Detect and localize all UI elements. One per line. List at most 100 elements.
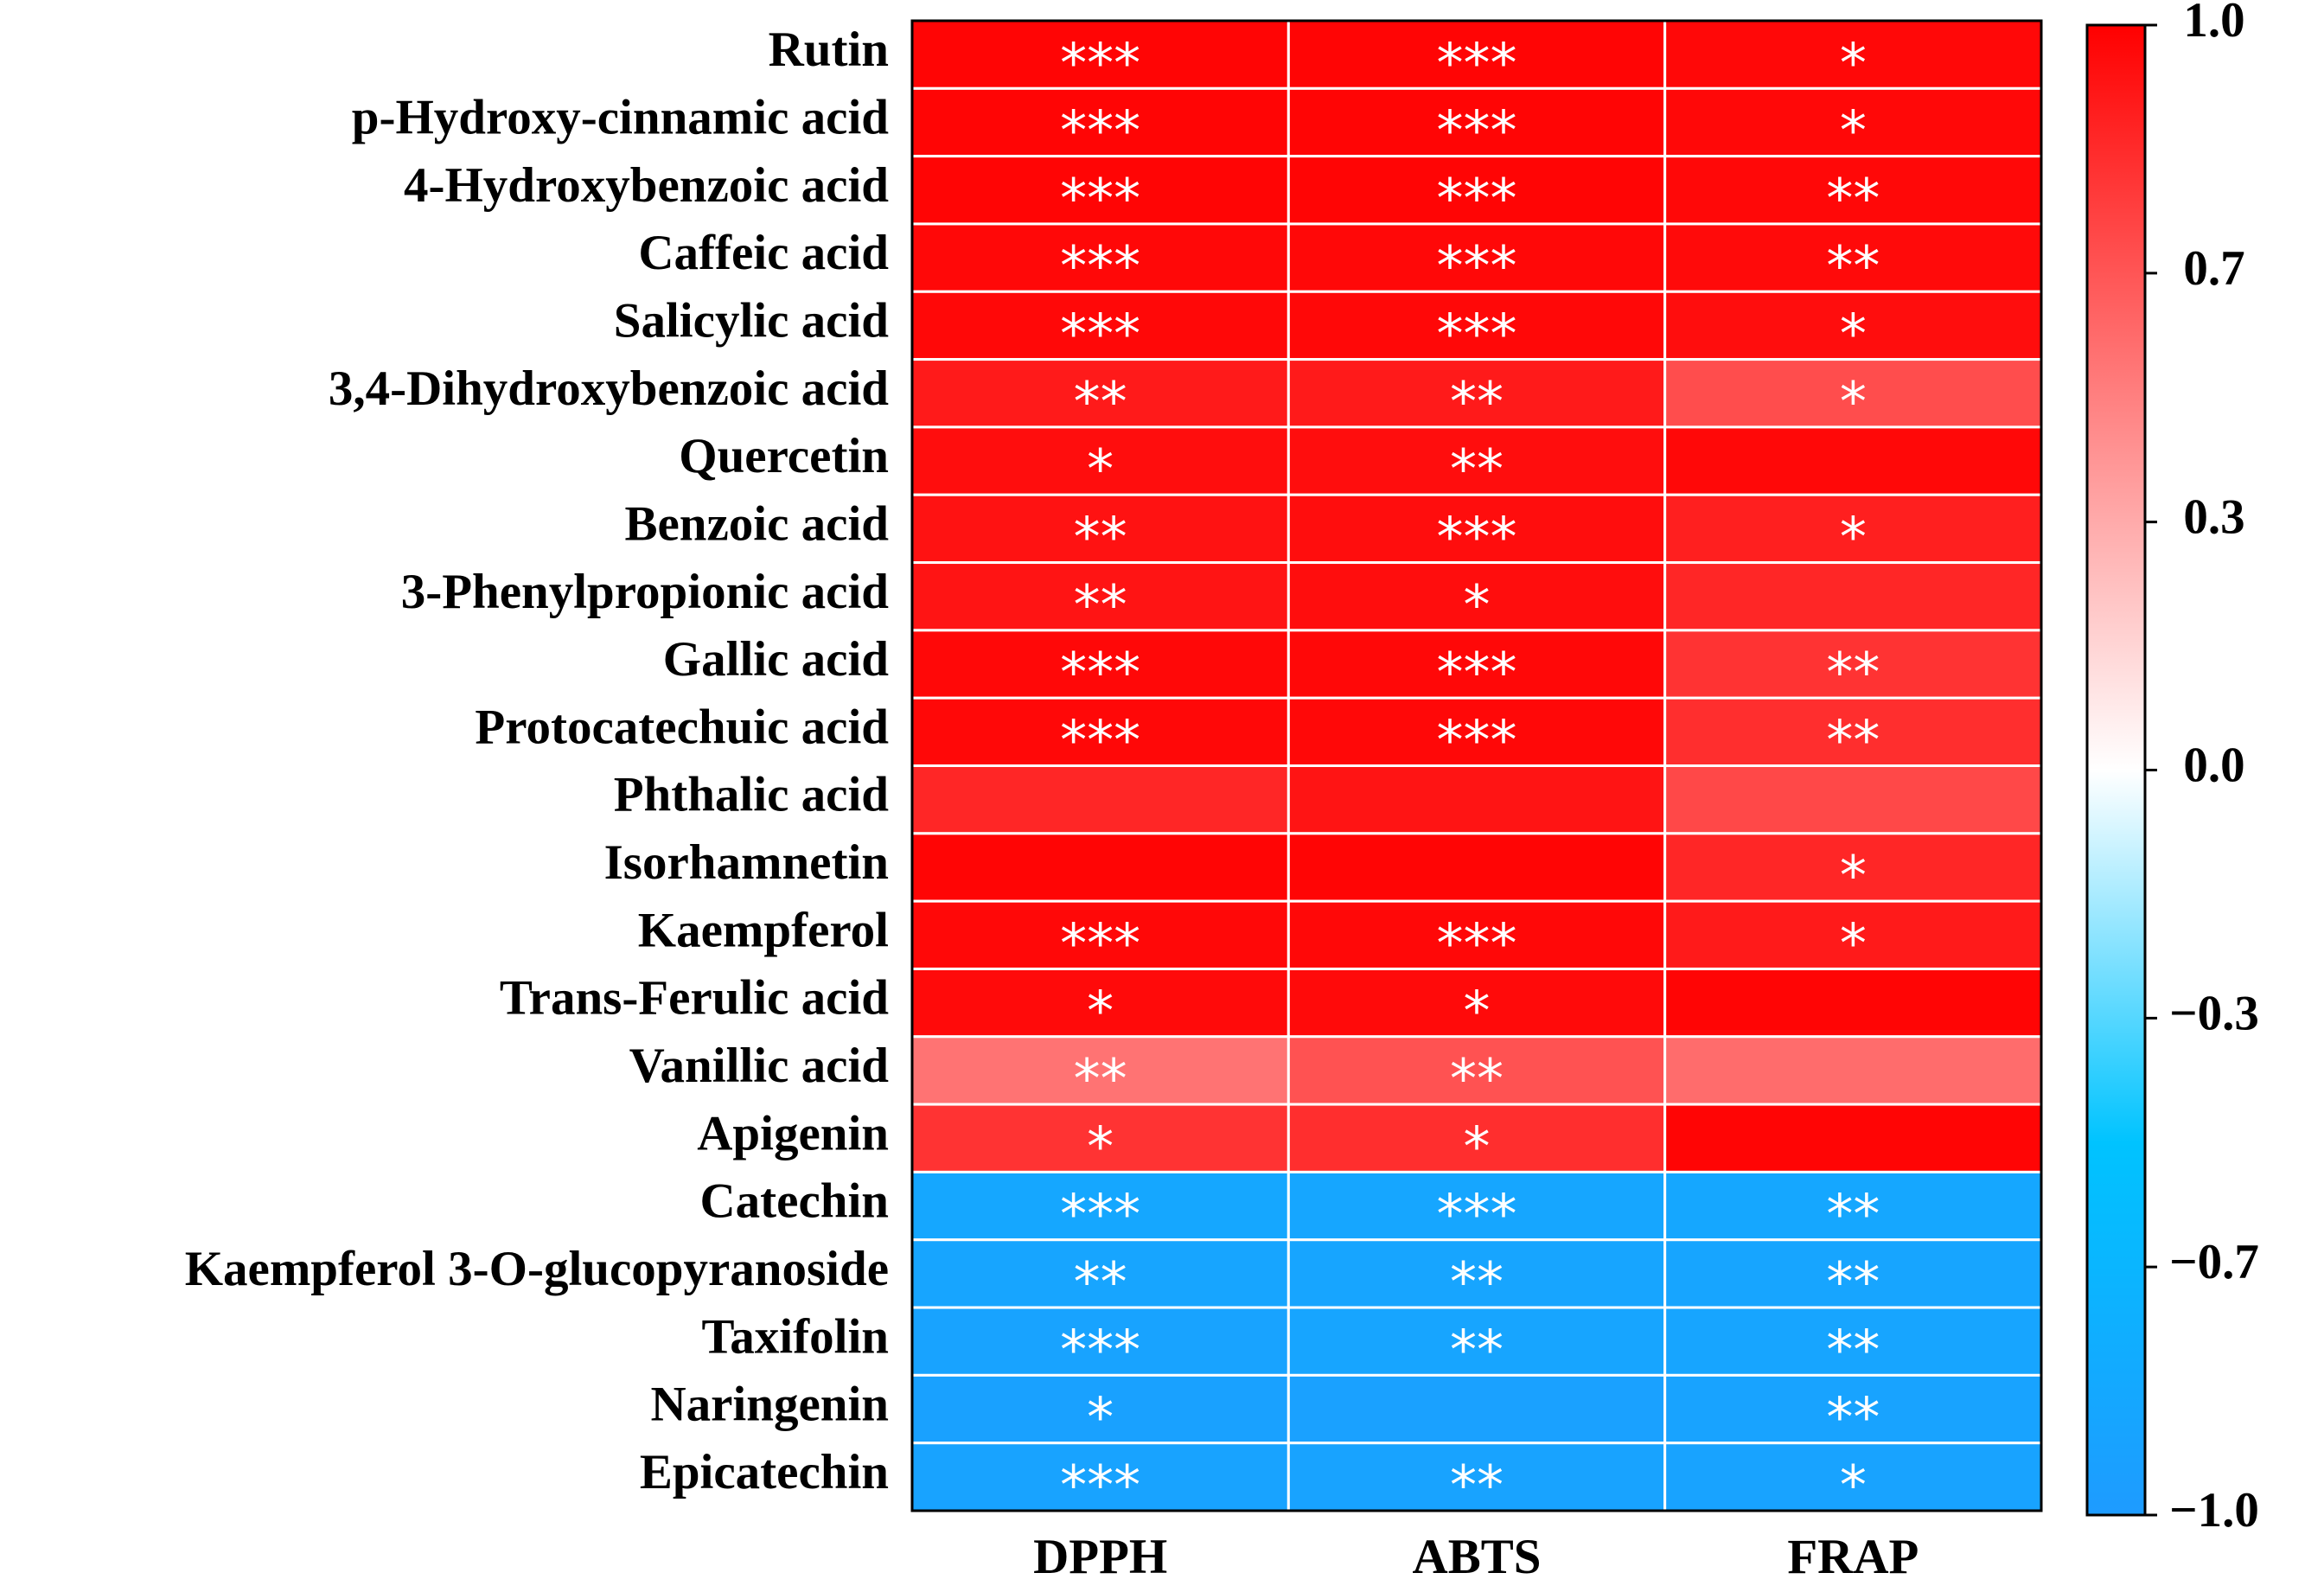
heatmap-cell <box>910 1373 1290 1445</box>
colorbar-tick-label: −0.3 <box>2169 986 2259 1040</box>
colorbar-tick-label: 1.0 <box>2183 0 2244 48</box>
significance-label: * <box>1840 505 1867 568</box>
row-label: p-Hydroxy-cinnamic acid <box>352 91 890 145</box>
significance-label: *** <box>1437 708 1517 771</box>
significance-label: *** <box>1437 1183 1517 1246</box>
heatmap-cell <box>1663 1306 2043 1377</box>
row-label: 4-Hydroxybenzoic acid <box>404 158 889 213</box>
heatmap-cell <box>1286 967 1667 1039</box>
row-label: Epicatechin <box>640 1445 889 1499</box>
row-label: Benzoic acid <box>624 496 889 551</box>
colorbar-tick-label: 0.7 <box>2183 241 2244 296</box>
heatmap-cell <box>1663 493 2043 565</box>
significance-label: ** <box>1826 167 1880 230</box>
heatmap-cell <box>910 764 1290 835</box>
significance-label: *** <box>1437 234 1517 297</box>
heatmap-cell <box>1286 1238 1667 1309</box>
heatmap-border <box>910 19 2043 1512</box>
significance-label: * <box>1840 303 1867 366</box>
heatmap-cell <box>1286 1373 1667 1445</box>
significance-label: * <box>1464 573 1491 636</box>
heatmap-cell <box>1286 290 1667 361</box>
significance-label: * <box>1087 1386 1114 1449</box>
row-label: Protocatechuic acid <box>475 700 889 754</box>
heatmap-cell <box>1286 629 1667 700</box>
significance-label: *** <box>1060 1454 1140 1517</box>
significance-label: ** <box>1074 505 1127 568</box>
heatmap-cell <box>910 493 1290 565</box>
significance-label: *** <box>1060 708 1140 771</box>
row-label: Caffeic acid <box>638 226 889 280</box>
heatmap-cell <box>1286 358 1667 429</box>
significance-label: *** <box>1437 505 1517 568</box>
significance-label: *** <box>1060 641 1140 704</box>
row-label: Naringenin <box>650 1378 889 1432</box>
heatmap-cell <box>1286 1035 1667 1106</box>
significance-label: *** <box>1437 167 1517 230</box>
heatmap-cell <box>910 425 1290 496</box>
significance-label: *** <box>1060 167 1140 230</box>
significance-label: *** <box>1437 31 1517 94</box>
row-label: Gallic acid <box>663 632 890 687</box>
row-label: Isorhamnetin <box>604 835 889 890</box>
significance-label: ** <box>1826 1386 1880 1449</box>
significance-label: *** <box>1060 1183 1140 1246</box>
heatmap-cell <box>910 832 1290 903</box>
heatmap-cell <box>910 1306 1290 1377</box>
column-label: DPPH <box>1033 1530 1167 1584</box>
row-label: Kaempferol <box>638 903 889 957</box>
colorbar-tick-label: −0.7 <box>2169 1235 2259 1289</box>
significance-label: * <box>1087 980 1114 1043</box>
significance-label: * <box>1840 99 1867 163</box>
colorbar-tick-label: −1.0 <box>2169 1483 2259 1538</box>
column-label: ABTS <box>1413 1530 1542 1584</box>
heatmap-cell <box>1286 425 1667 496</box>
significance-label: *** <box>1437 641 1517 704</box>
heatmap-cell <box>1286 19 1667 90</box>
heatmap-cell <box>910 19 1290 90</box>
row-label: 3-Phenylpropionic acid <box>401 565 890 619</box>
significance-label: * <box>1840 370 1867 433</box>
heatmap-cell <box>1286 1442 1667 1512</box>
row-label: Apigenin <box>697 1106 889 1160</box>
significance-label: ** <box>1826 708 1880 771</box>
significance-label: *** <box>1060 99 1140 163</box>
heatmap-cell <box>910 967 1290 1039</box>
heatmap-cell <box>1663 86 2043 158</box>
colorbar-tick-label: 0.3 <box>2183 490 2244 545</box>
significance-label: * <box>1464 980 1491 1043</box>
heatmap-cell <box>1663 561 2043 632</box>
significance-label: ** <box>1826 641 1880 704</box>
significance-label: *** <box>1437 911 1517 975</box>
heatmap-cell <box>1663 1035 2043 1106</box>
significance-label: *** <box>1060 31 1140 94</box>
significance-label: ** <box>1450 370 1504 433</box>
significance-label: ** <box>1450 1250 1504 1314</box>
row-label: Rutin <box>769 22 889 77</box>
significance-label: ** <box>1074 573 1127 636</box>
heatmap-cell <box>1286 832 1667 903</box>
heatmap-cell <box>910 1103 1290 1173</box>
heatmap-cell <box>1663 425 2043 496</box>
heatmap-cell <box>1286 493 1667 565</box>
heatmap-cell <box>1286 155 1667 226</box>
heatmap-cell <box>1663 1238 2043 1309</box>
significance-label: ** <box>1450 438 1504 501</box>
heatmap-cell <box>1663 696 2043 768</box>
row-label: Trans-Ferulic acid <box>500 971 889 1026</box>
heatmap-cell <box>1663 222 2043 293</box>
row-label: Phthalic acid <box>614 768 890 822</box>
significance-label: *** <box>1437 99 1517 163</box>
heatmap-cell <box>910 1238 1290 1309</box>
heatmap-cell <box>1663 358 2043 429</box>
row-label: Catechin <box>700 1174 889 1229</box>
significance-label: ** <box>1450 1318 1504 1381</box>
significance-label: ** <box>1826 1183 1880 1246</box>
significance-label: *** <box>1060 1318 1140 1381</box>
significance-label: * <box>1840 1454 1867 1517</box>
significance-label: ** <box>1074 1250 1127 1314</box>
row-label: Kaempferol 3-O-glucopyranoside <box>185 1242 889 1296</box>
row-label: 3,4-Dihydroxybenzoic acid <box>329 361 889 416</box>
heatmap-cell <box>910 1170 1290 1242</box>
